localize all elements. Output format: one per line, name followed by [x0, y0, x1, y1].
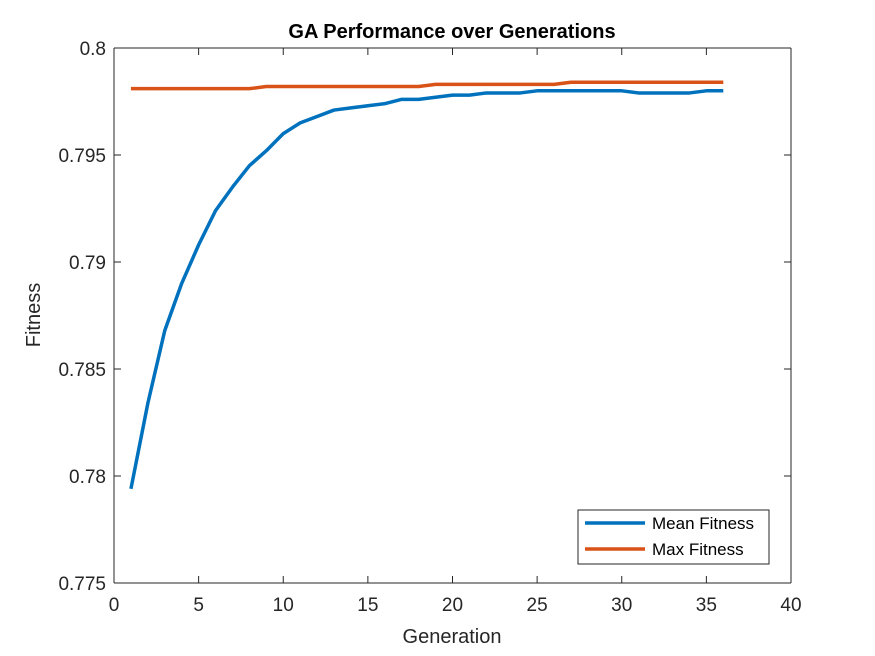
- y-ticks: 0.775 0.78 0.785 0.79 0.795 0.8: [58, 39, 791, 595]
- y-tick-label: 0.785: [58, 360, 106, 381]
- x-tick-label: 20: [442, 595, 463, 616]
- x-tick-label: 40: [780, 595, 801, 616]
- series-group: [129, 80, 724, 490]
- x-axis-label: Generation: [403, 626, 502, 648]
- y-axis-label: Fitness: [23, 283, 45, 347]
- y-tick-label: 0.795: [58, 146, 106, 167]
- x-tick-label: 15: [357, 595, 378, 616]
- y-tick-label: 0.775: [58, 574, 106, 595]
- series-line-mean-fitness: [129, 89, 724, 490]
- x-tick-label: 5: [193, 595, 204, 616]
- chart-title: GA Performance over Generations: [288, 21, 615, 43]
- legend-label-max: Max Fitness: [652, 540, 744, 559]
- y-tick-label: 0.79: [69, 253, 106, 274]
- x-tick-label: 10: [273, 595, 294, 616]
- legend: Mean Fitness Max Fitness: [577, 509, 770, 565]
- legend-label-mean: Mean Fitness: [652, 514, 754, 533]
- legend-box: [577, 509, 770, 565]
- x-tick-label: 25: [527, 595, 548, 616]
- series-line-max-fitness: [130, 80, 724, 91]
- x-tick-label: 0: [109, 595, 120, 616]
- y-tick-label: 0.78: [69, 467, 106, 488]
- plot-area: [114, 48, 791, 583]
- y-tick-label: 0.8: [80, 39, 106, 60]
- x-ticks: 0 5 10 15 20 25 30 35 40: [109, 48, 802, 616]
- x-tick-label: 35: [696, 595, 717, 616]
- x-tick-label: 30: [611, 595, 632, 616]
